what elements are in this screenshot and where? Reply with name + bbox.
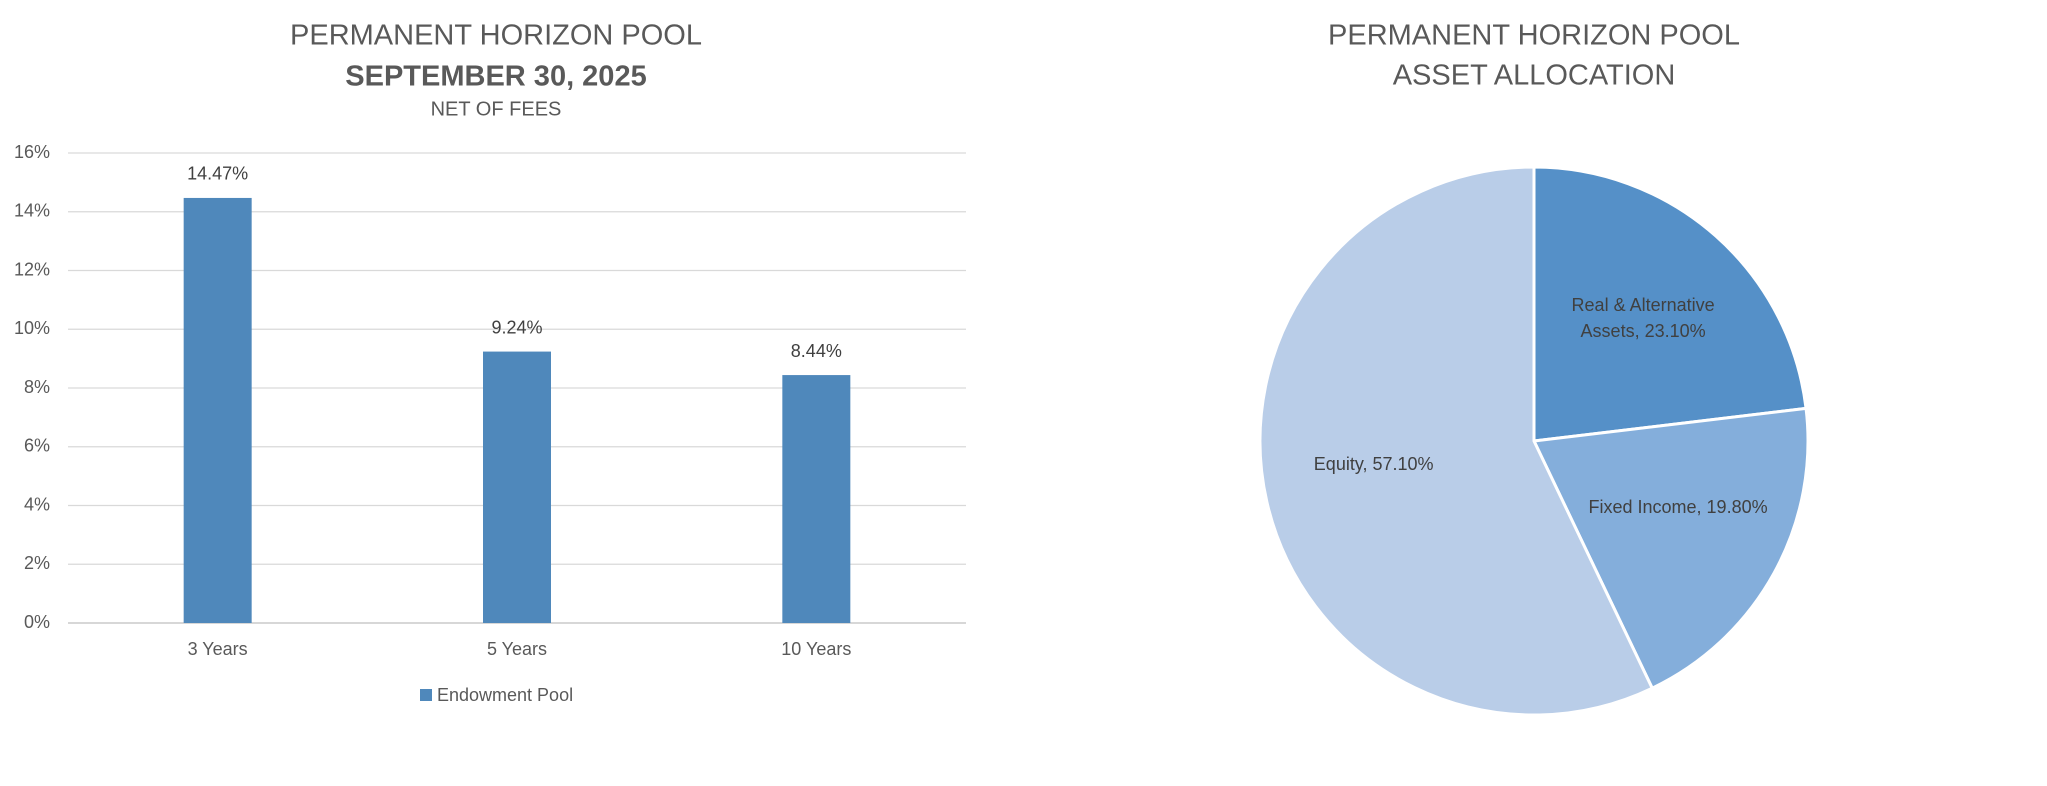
pie-slice bbox=[1258, 165, 1655, 717]
y-tick-label: 6% bbox=[24, 436, 50, 456]
pie-label: Equity, 57.10% bbox=[1313, 454, 1434, 475]
y-tick-label: 2% bbox=[24, 553, 50, 573]
pie-label: Real & Alternative Assets, 23.10% bbox=[1571, 295, 1715, 342]
legend-label: Endowment Pool bbox=[437, 685, 573, 705]
chart-note: NET OF FEES bbox=[431, 98, 562, 120]
y-tick-label: 8% bbox=[24, 377, 50, 397]
y-tick-label: 4% bbox=[24, 494, 50, 514]
y-tick-label: 0% bbox=[24, 612, 50, 632]
data-label: 8.44% bbox=[791, 341, 842, 361]
chart-title: PERMANENT HORIZON POOL bbox=[290, 20, 702, 52]
pie-slice bbox=[1531, 406, 1810, 691]
pie-slice bbox=[1532, 165, 1808, 443]
y-tick-label: 16% bbox=[14, 142, 50, 162]
y-tick-label: 10% bbox=[14, 318, 50, 338]
x-tick-label: 3 Years bbox=[188, 639, 248, 659]
data-label: 14.47% bbox=[187, 164, 248, 184]
bar bbox=[183, 197, 252, 623]
y-tick-label: 12% bbox=[14, 259, 50, 279]
data-label: 9.24% bbox=[491, 317, 542, 337]
x-tick-label: 5 Years bbox=[487, 639, 547, 659]
legend-swatch bbox=[420, 689, 432, 701]
chart-subtitle: ASSET ALLOCATION bbox=[1393, 60, 1676, 92]
chart-title: PERMANENT HORIZON POOL bbox=[1328, 20, 1740, 52]
y-tick-label: 14% bbox=[14, 201, 50, 221]
x-tick-label: 10 Years bbox=[781, 639, 851, 659]
chart-subtitle: SEPTEMBER 30, 2025 bbox=[345, 61, 646, 93]
bar bbox=[483, 351, 551, 623]
bar bbox=[782, 375, 851, 623]
pie-label: Fixed Income, 19.80% bbox=[1588, 497, 1768, 518]
